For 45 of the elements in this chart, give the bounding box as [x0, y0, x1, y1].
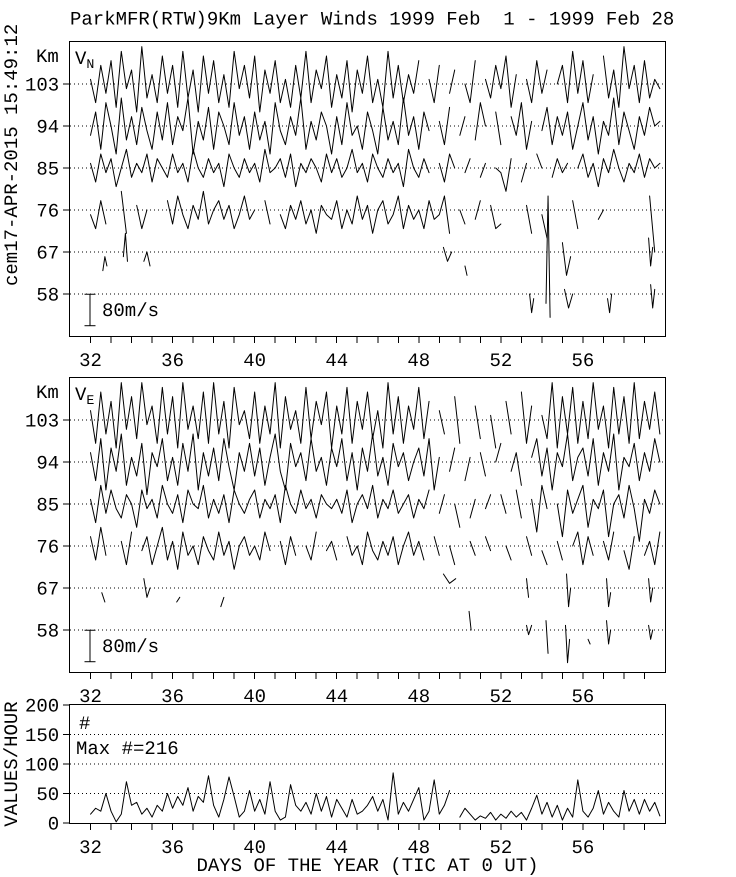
x-tick-label: 52: [489, 686, 512, 708]
annotation: Max #=216: [76, 738, 179, 760]
annotation: V$_{N}$: [75, 48, 94, 72]
y-tick-label: 150: [24, 725, 60, 748]
x-tick-label: 32: [79, 836, 102, 859]
y-tick-label: 0: [48, 814, 60, 836]
x-tick-label: 52: [489, 350, 512, 372]
y-tick-label: 100: [24, 754, 60, 777]
x-tick-label: 44: [325, 686, 348, 708]
x-tick-label: 44: [325, 350, 348, 372]
y-tick-label: 103: [24, 74, 60, 97]
y-axis-title: VALUES/HOUR: [0, 701, 23, 827]
y-axis-title: Km: [36, 382, 59, 404]
text: cem17-APR-2015 15:49:12: [1, 24, 23, 286]
x-tick-label: 36: [161, 350, 184, 372]
y-tick-label: 85: [36, 494, 60, 517]
x-tick-label: 48: [407, 350, 430, 372]
y-tick-label: 67: [36, 578, 60, 601]
y-tick-label: 94: [36, 116, 60, 139]
y-tick-label: 76: [36, 200, 60, 223]
x-tick-label: 48: [407, 686, 430, 708]
annotation: 80m/s: [102, 300, 160, 322]
y-tick-label: 76: [36, 536, 60, 559]
y-axis-title: Km: [36, 46, 59, 68]
y-tick-label: 58: [36, 620, 60, 643]
x-tick-label: 36: [161, 836, 184, 859]
x-tick-label: 56: [572, 836, 594, 859]
annotation: 80m/s: [102, 636, 160, 658]
x-tick-label: 56: [572, 350, 594, 372]
y-tick-label: 200: [24, 696, 60, 718]
y-tick-label: 103: [24, 410, 60, 433]
annotation: V$_{E}$: [75, 384, 94, 408]
x-tick-label: 40: [243, 686, 266, 708]
x-tick-label: 56: [572, 686, 594, 708]
chart-title: ParkMFR(RTW)9Km Layer Winds 1999 Feb 1 - 1999 Feb 28: [70, 8, 674, 31]
x-tick-label: 32: [79, 686, 102, 708]
annotation: #: [79, 713, 90, 735]
x-tick-label: 36: [161, 686, 184, 708]
x-tick-label: 40: [243, 350, 266, 372]
x-tick-label: 32: [79, 350, 102, 372]
y-tick-label: 67: [36, 242, 60, 265]
y-tick-label: 85: [36, 158, 60, 181]
y-tick-label: 94: [36, 452, 60, 475]
y-tick-label: 58: [36, 284, 60, 307]
y-tick-label: 50: [36, 784, 60, 806]
